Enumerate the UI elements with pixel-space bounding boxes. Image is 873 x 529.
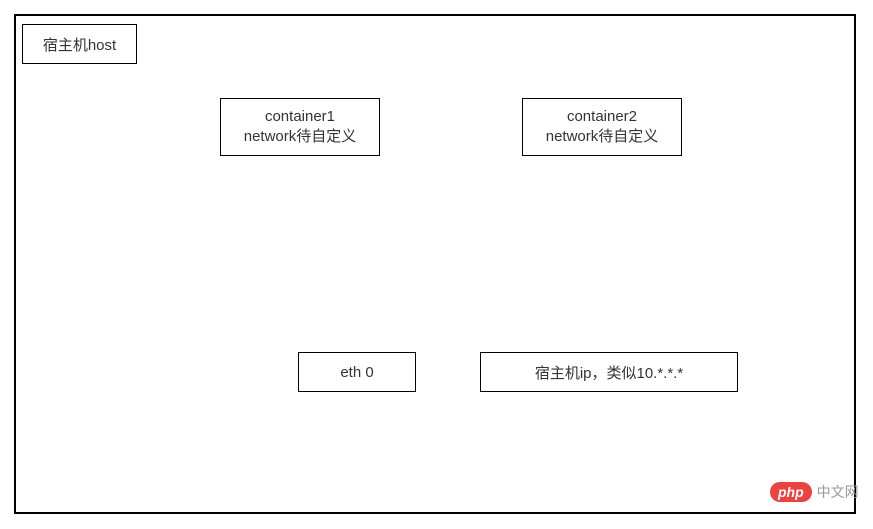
container1-box: container1 network待自定义: [220, 98, 380, 156]
container2-line2: network待自定义: [546, 125, 659, 146]
container2-box: container2 network待自定义: [522, 98, 682, 156]
host-container-box: [14, 14, 856, 514]
watermark-badge: php: [770, 482, 812, 502]
host-ip-text: 宿主机ip，类似10.*.*.*: [535, 362, 683, 383]
host-label-box: 宿主机host: [22, 24, 137, 64]
eth0-box: eth 0: [298, 352, 416, 392]
host-ip-box: 宿主机ip，类似10.*.*.*: [480, 352, 738, 392]
watermark-label: 中文网: [817, 482, 859, 502]
container1-line1: container1: [265, 108, 335, 125]
eth0-text: eth 0: [340, 364, 373, 381]
container2-line1: container2: [567, 108, 637, 125]
watermark: php 中文网: [770, 482, 859, 502]
container1-line2: network待自定义: [244, 125, 357, 146]
host-label-text: 宿主机host: [43, 34, 116, 55]
